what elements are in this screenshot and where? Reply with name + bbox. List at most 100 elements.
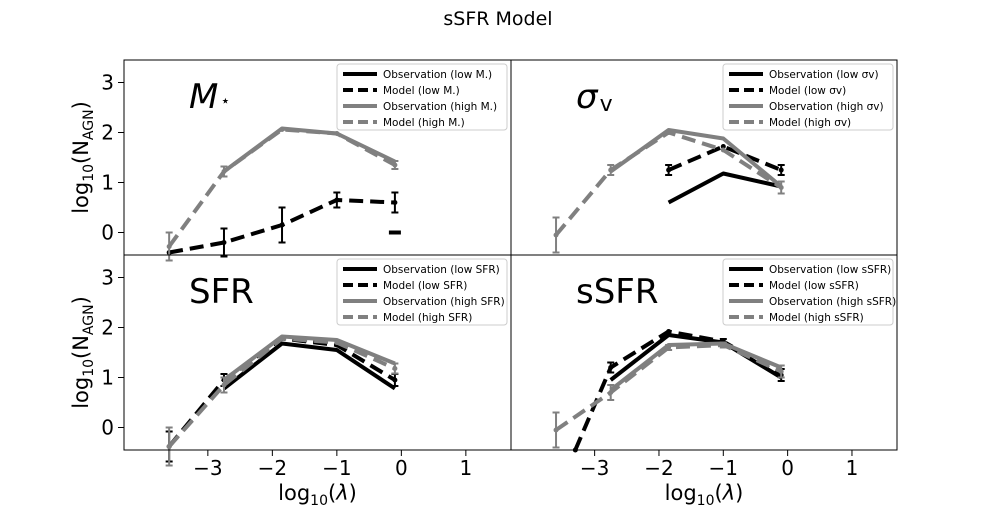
series-line (167, 127, 396, 248)
data-point (392, 377, 398, 383)
series-ssfr-2 (609, 341, 782, 392)
data-point (334, 197, 340, 203)
y-tick-label: 0 (101, 416, 114, 440)
data-point (666, 345, 672, 350)
x-tick-label: −1 (709, 456, 738, 480)
data-point (666, 329, 672, 334)
data-point (279, 336, 285, 341)
panel-label-mstar: M ⋆ (189, 77, 230, 117)
panel-ssfr: sSFR Observation (low sSFR) Model (low sSF… (510, 254, 898, 506)
legend-entry: Observation (low sSFR) (769, 264, 891, 276)
data-point (279, 127, 285, 132)
panels-group: M ⋆Observation (low M.)Model (low M.)Obse… (69, 59, 898, 506)
x-axis-label: log10(λ) (665, 481, 744, 506)
x-tick-label: 0 (395, 456, 408, 480)
panel-frame (510, 254, 898, 451)
series-line (554, 343, 783, 432)
y-tick-label: 3 (101, 266, 114, 290)
x-tick-label: −1 (322, 456, 351, 480)
legend-ssfr: Observation (low sSFR) Model (low sSFR) Ob… (722, 258, 896, 326)
legend-entry: Model (high sSFR) (769, 312, 864, 324)
y-axis-label: log10(NAGN) (69, 101, 97, 214)
y-tick-label: 2 (101, 316, 114, 340)
data-point (608, 365, 614, 370)
legend-box (722, 63, 894, 131)
series-mstar-1 (166, 191, 399, 258)
series-line (222, 341, 397, 391)
y-tick-label: 2 (101, 121, 114, 145)
series-line (667, 171, 782, 205)
series-mstar-3 (165, 127, 399, 262)
data-point (166, 444, 172, 449)
data-point (392, 200, 398, 205)
data-point (608, 390, 614, 395)
figure-title: sSFR Model (443, 8, 552, 30)
legend-entry: Model (high SFR) (383, 312, 472, 324)
x-tick-label: −3 (580, 456, 609, 480)
x-axis-label: log10(λ) (278, 481, 357, 506)
series-sigma-1 (665, 144, 785, 176)
legend-entry: Model (high M.) (383, 117, 465, 129)
y-tick-label: 1 (101, 171, 114, 195)
legend-entry: Observation (high SFR) (383, 296, 505, 308)
data-point (778, 369, 784, 374)
series-line (609, 333, 783, 382)
legend-entry: Model (low SFR) (383, 280, 467, 292)
legend-sigma: Observation (low σv) Model (low σv) Observ… (722, 63, 894, 131)
data-point (720, 147, 726, 153)
panel-label-sigma: σv (576, 77, 613, 117)
series-sfr-2 (222, 334, 396, 382)
series-sfr-0 (222, 341, 397, 391)
data-point (608, 167, 614, 173)
legend-sfr: Observation (low SFR) Model (low SFR) Obse… (336, 258, 508, 326)
panel-mstar: M ⋆Observation (low M.)Model (low M.)Obse… (69, 59, 512, 262)
series-sfr-3 (165, 336, 399, 467)
y-tick-label: 1 (101, 366, 114, 390)
y-tick-label: 3 (101, 71, 114, 95)
data-point (553, 427, 559, 433)
data-point (778, 185, 784, 190)
legend-entry: Model (low sSFR) (769, 280, 859, 292)
legend-entry: Observation (high M.) (383, 101, 497, 113)
series-line (609, 341, 782, 392)
data-point (553, 232, 559, 238)
series-sigma-3 (552, 130, 785, 254)
x-tick-label: −3 (193, 456, 222, 480)
series-line (609, 128, 783, 189)
x-tick-label: 1 (846, 456, 859, 480)
series-ssfr-3 (552, 341, 785, 449)
legend-box (722, 258, 894, 326)
data-point (334, 131, 340, 136)
x-tick-label: 0 (781, 456, 794, 480)
y-axis-label: log10(NAGN) (69, 296, 97, 409)
data-point (720, 144, 726, 149)
y-tick-label: 0 (101, 221, 114, 245)
x-tick-label: 1 (459, 456, 472, 480)
x-tick-label: −2 (258, 456, 287, 480)
legend-entry: Observation (low σv) (769, 69, 879, 81)
legend-box (336, 258, 508, 326)
data-point (778, 167, 784, 173)
series-line (167, 336, 396, 448)
data-point (666, 130, 672, 135)
data-point (666, 167, 672, 173)
legend-entry: Observation (low M.) (383, 69, 492, 81)
x-tick-label: −2 (644, 456, 673, 480)
data-point (392, 162, 398, 168)
series-sigma-2 (609, 128, 783, 189)
data-point (221, 382, 227, 388)
legend-entry: Model (low σv) (769, 85, 846, 97)
legend-box (336, 63, 508, 131)
data-point (392, 366, 398, 371)
data-point (720, 342, 726, 348)
data-point (279, 222, 285, 228)
series-sigma-0 (667, 171, 782, 205)
data-point (334, 340, 340, 345)
data-point (166, 244, 172, 249)
legend-entry: Model (high σv) (769, 117, 851, 129)
series-line (554, 130, 783, 237)
data-point (221, 240, 227, 245)
